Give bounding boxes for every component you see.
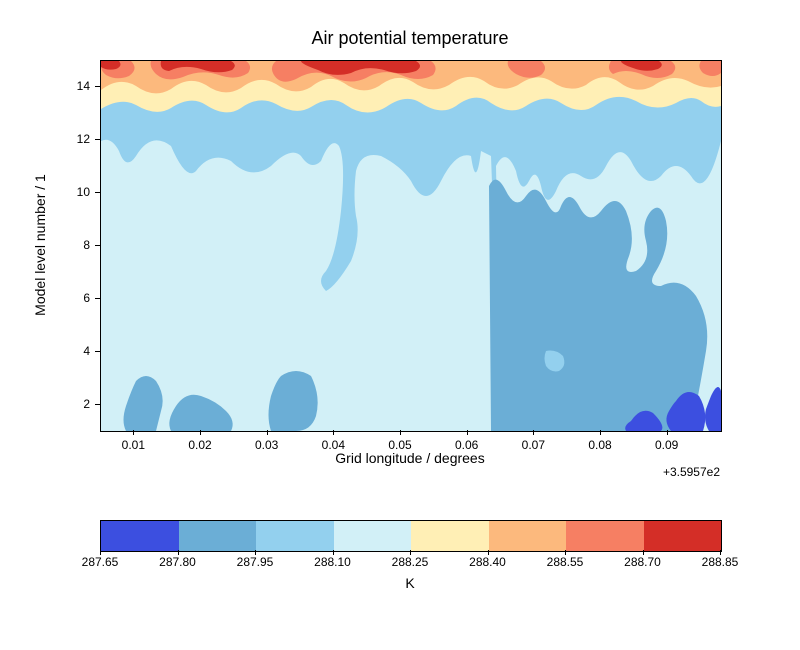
y-tick-mark [95, 298, 100, 299]
x-tick-label: 0.02 [188, 438, 211, 452]
colorbar-tick-label: 288.25 [392, 555, 429, 569]
x-tick-label: 0.05 [388, 438, 411, 452]
x-tick-label: 0.09 [655, 438, 678, 452]
y-tick-mark [95, 245, 100, 246]
y-tick-label: 8 [83, 238, 90, 252]
colorbar-cell [334, 521, 412, 551]
x-tick-label: 0.03 [255, 438, 278, 452]
y-tick-mark [95, 404, 100, 405]
colorbar-tick-label: 287.80 [159, 555, 196, 569]
contour-plot [101, 61, 721, 431]
x-tick-mark [333, 430, 334, 435]
colorbar-tick-label: 288.40 [469, 555, 506, 569]
x-tick-label: 0.08 [588, 438, 611, 452]
y-tick-label: 4 [83, 344, 90, 358]
x-tick-label: 0.07 [522, 438, 545, 452]
colorbar-tick-label: 288.70 [624, 555, 661, 569]
x-tick-mark [133, 430, 134, 435]
colorbar-cell [179, 521, 257, 551]
colorbar-tick-label: 288.85 [702, 555, 739, 569]
x-tick-label: 0.01 [122, 438, 145, 452]
colorbar-cell [256, 521, 334, 551]
x-tick-label: 0.04 [322, 438, 345, 452]
x-tick-label: 0.06 [455, 438, 478, 452]
y-tick-label: 12 [77, 132, 90, 146]
colorbar-tick-label: 287.65 [82, 555, 119, 569]
chart-container [100, 60, 720, 430]
plot-area [100, 60, 722, 432]
colorbar [100, 520, 722, 552]
y-tick-label: 6 [83, 291, 90, 305]
x-tick-mark [600, 430, 601, 435]
x-tick-mark [667, 430, 668, 435]
y-tick-label: 10 [77, 185, 90, 199]
chart-title: Air potential temperature [100, 28, 720, 49]
y-axis-label: Model level number / 1 [32, 174, 48, 316]
colorbar-cell [566, 521, 644, 551]
y-tick-mark [95, 192, 100, 193]
colorbar-label: K [100, 575, 720, 591]
colorbar-cell [489, 521, 567, 551]
colorbar-cell [101, 521, 179, 551]
colorbar-tick-label: 287.95 [237, 555, 274, 569]
x-offset-text: +3.5957e2 [663, 465, 720, 479]
colorbar-cell [644, 521, 722, 551]
y-tick-mark [95, 351, 100, 352]
y-tick-label: 2 [83, 397, 90, 411]
x-tick-mark [200, 430, 201, 435]
colorbar-tick-label: 288.10 [314, 555, 351, 569]
y-tick-label: 14 [77, 79, 90, 93]
x-tick-mark [467, 430, 468, 435]
x-tick-mark [267, 430, 268, 435]
x-tick-mark [533, 430, 534, 435]
y-tick-mark [95, 86, 100, 87]
x-axis-label: Grid longitude / degrees [100, 450, 720, 466]
y-tick-mark [95, 139, 100, 140]
x-tick-mark [400, 430, 401, 435]
colorbar-cell [411, 521, 489, 551]
colorbar-tick-label: 288.55 [547, 555, 584, 569]
